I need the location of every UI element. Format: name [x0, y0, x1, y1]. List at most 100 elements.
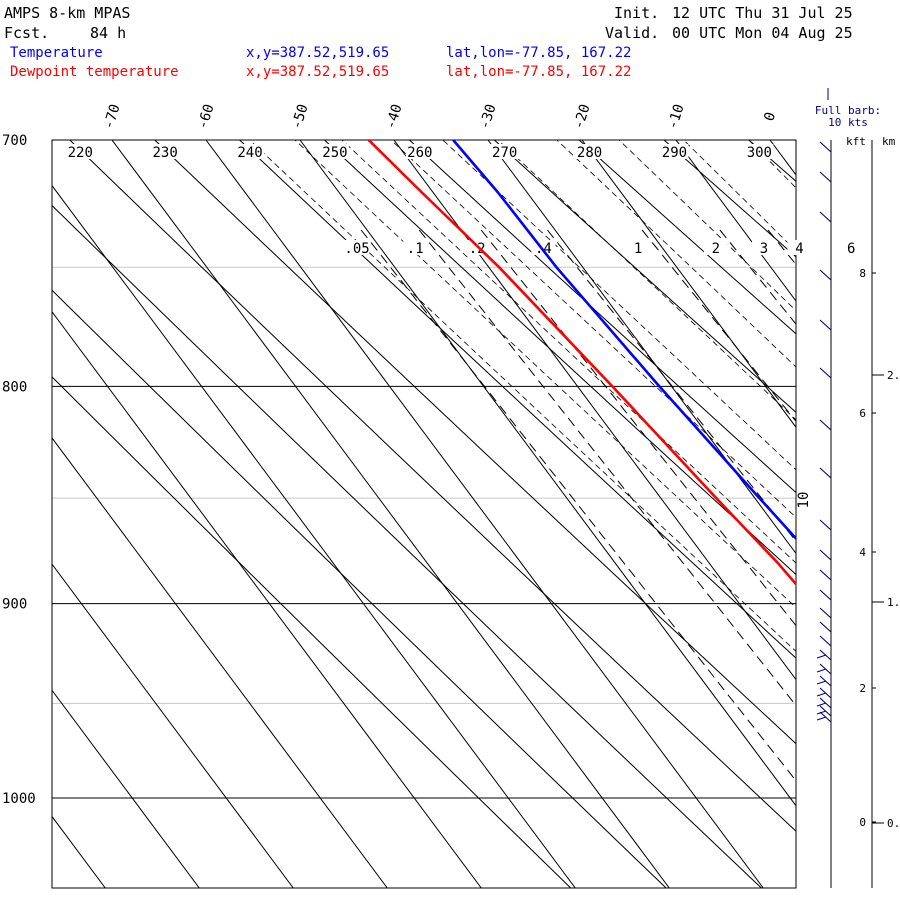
temperature-tick-label: -70: [101, 102, 124, 131]
wind-barb: [817, 676, 831, 686]
temperature-tick-label: -40: [383, 102, 406, 131]
barb-note-line2: 10 kts: [828, 116, 868, 129]
temperature-tick-label: -20: [571, 102, 594, 131]
temperature-tick-label: -30: [477, 102, 500, 131]
legend-temperature-name: Temperature: [10, 45, 103, 61]
wind-barb: [817, 706, 831, 716]
theta-label: 300: [747, 145, 772, 161]
theta-label: 220: [68, 145, 93, 161]
isotherm-line: [0, 140, 11, 888]
pressure-tick-label: 700: [2, 133, 27, 149]
wind-barb: [817, 698, 831, 708]
kft-tick-label: 4: [859, 546, 866, 559]
moist-adiabat-line: [414, 114, 900, 871]
mixing-ratio-label: 1: [634, 241, 642, 257]
theta-label: 230: [153, 145, 178, 161]
mixing-ratio-label: .2: [469, 241, 486, 257]
legend-dewpoint-name: Dewpoint temperature: [10, 64, 179, 80]
mixing-ratio-label: 2: [712, 241, 720, 257]
theta-label: 240: [237, 145, 262, 161]
wind-barb: [820, 590, 831, 600]
mixing-ratio-line: [547, 230, 900, 879]
legend-dewpoint-latlon: lat,lon=-77.85, 167.22: [446, 64, 631, 80]
pressure-tick-label: 900: [2, 597, 27, 613]
grid-layer: [0, 114, 900, 891]
wind-barb: [820, 172, 831, 182]
moist-adiabat-line: [591, 114, 900, 871]
pressure-tick-label: 1000: [2, 791, 36, 807]
dry-adiabat-line: [148, 134, 900, 890]
data-layer: [369, 140, 900, 723]
kft-tick-label: 8: [859, 267, 866, 280]
mixing-ratio-line: [720, 230, 900, 879]
mixing-ratio-label: .05: [344, 241, 369, 257]
mixing-ratio-label: 3: [760, 241, 768, 257]
pressure-tick-label: 800: [2, 379, 27, 395]
kft-tick-label: 2: [859, 682, 866, 695]
kft-tick-label: 0: [859, 816, 866, 829]
legend-temperature-xy: x,y=387.52,519.65: [246, 45, 389, 61]
moist-adiabat-line: [529, 114, 900, 871]
wind-barb: [820, 368, 831, 378]
wind-barb: [817, 688, 831, 698]
legend-temperature-latlon: lat,lon=-77.85, 167.22: [446, 45, 631, 61]
moist-adiabat-label: 10: [796, 492, 812, 509]
dry-adiabat-line: [657, 134, 900, 890]
fcst-label: Fcst.: [4, 24, 49, 42]
theta-label: 270: [492, 145, 517, 161]
isotherm-line: [0, 140, 293, 888]
mixing-ratio-line: [768, 230, 900, 879]
km-label: km: [882, 135, 896, 148]
wind-barb: [820, 570, 831, 580]
init-value: 12 UTC Thu 31 Jul 25: [672, 4, 853, 22]
wind-barb: [820, 550, 831, 560]
kft-tick-label: 6: [859, 407, 866, 420]
wind-barb: [820, 320, 831, 330]
km-tick-label: 1.: [887, 596, 900, 609]
isotherm-line: [18, 140, 575, 888]
theta-label: 250: [322, 145, 347, 161]
moist-adiabat-line: [657, 114, 900, 871]
dry-adiabat-line: [827, 134, 900, 890]
temperature-tick-label: -10: [665, 102, 688, 131]
mixing-ratio-label: 6: [847, 241, 855, 257]
isotherm-line: [0, 140, 105, 888]
temperature-tick-label: 0: [761, 110, 779, 123]
theta-label: 290: [662, 145, 687, 161]
mixing-ratio-label: .1: [407, 241, 424, 257]
wind-barb: [820, 608, 831, 618]
km-tick-label: 2.: [887, 369, 900, 382]
wind-barb: [820, 142, 831, 152]
isotherm-line: [864, 140, 900, 888]
theta-label: 260: [407, 145, 432, 161]
valid-label: Valid.: [605, 24, 659, 42]
wind-barb: [820, 520, 831, 530]
theta-label: 280: [577, 145, 602, 161]
isotherm-line: [112, 140, 669, 888]
km-tick-label: 0.: [887, 817, 900, 830]
kft-label: kft: [846, 135, 866, 148]
wind-barb: [817, 650, 831, 660]
temperature-tick-label: -60: [195, 102, 218, 131]
wind-barb: [820, 212, 831, 222]
mixing-ratio-line: [361, 230, 874, 879]
temperature-tick-label: -50: [289, 102, 312, 131]
mixing-ratio-line: [803, 230, 900, 879]
legend-dewpoint-xy: x,y=387.52,519.65: [246, 64, 389, 80]
fcst-value: 84 h: [90, 24, 126, 42]
valid-value: 00 UTC Mon 04 Aug 25: [672, 24, 853, 42]
moist-adiabat-line: [363, 114, 900, 871]
wind-barb: [820, 622, 831, 632]
dry-adiabat-line: [64, 134, 859, 890]
mixing-ratio-label: 4: [795, 241, 803, 257]
init-label: Init.: [614, 4, 659, 22]
mixing-ratio-line: [481, 230, 900, 879]
model-title: AMPS 8-km MPAS: [4, 4, 130, 22]
wind-barb: [820, 420, 831, 430]
wind-barb: [817, 664, 831, 674]
isotherm-line: [0, 140, 387, 888]
